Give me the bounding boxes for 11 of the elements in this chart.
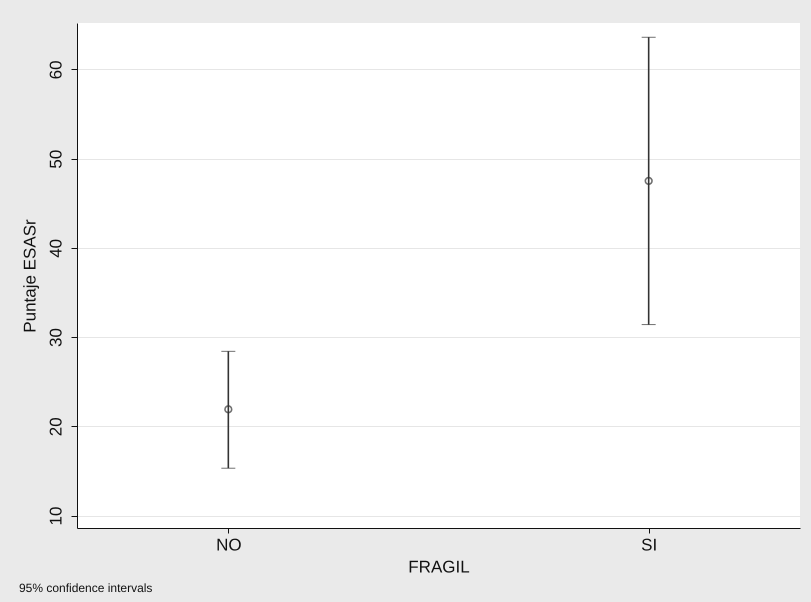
x-tick-label: NO [216, 536, 242, 554]
y-tick-label: 40 [46, 238, 66, 258]
y-tick-label: 20 [46, 417, 66, 436]
y-tick-label: 30 [46, 328, 66, 348]
x-tick-label: SI [641, 536, 658, 554]
y-tick-label: 10 [46, 506, 66, 526]
y-axis-title: Puntaje ESASr [20, 218, 40, 333]
y-tick-label: 60 [46, 60, 66, 80]
x-axis-title: FRAGIL [408, 558, 470, 576]
text: 95% confidence intervals [19, 581, 152, 595]
y-tick-label: 50 [46, 150, 66, 169]
